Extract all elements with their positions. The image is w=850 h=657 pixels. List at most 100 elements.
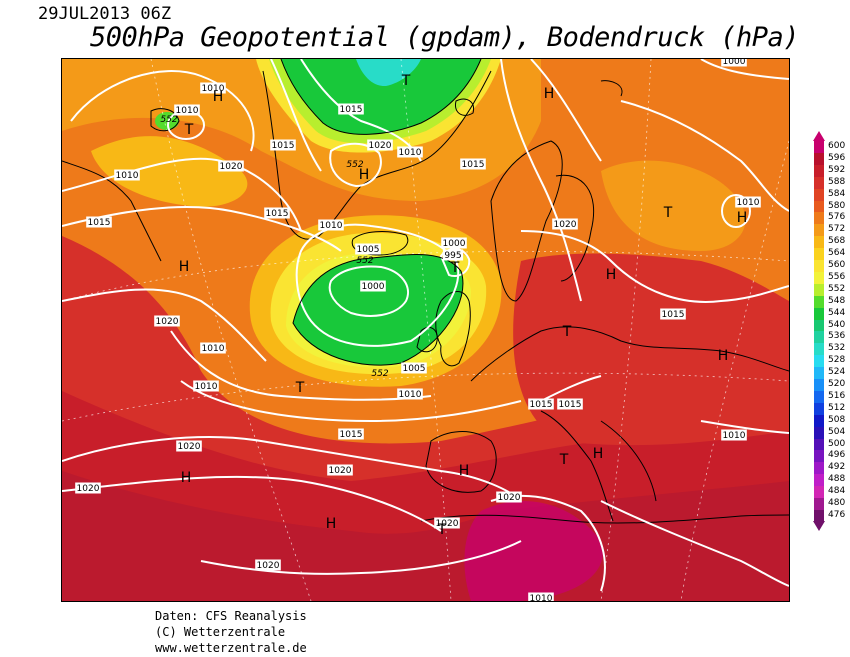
legend-value: 592 <box>828 164 846 175</box>
legend-swatch <box>814 450 824 463</box>
legend-value: 492 <box>828 462 846 473</box>
isobar-label-bg <box>557 398 583 410</box>
isobar-label: 1015 <box>340 430 363 440</box>
legend-value: 552 <box>828 283 846 294</box>
isobar-label-bg <box>255 559 281 571</box>
legend-swatch <box>814 498 824 510</box>
isobar-label-bg <box>174 104 200 116</box>
isobar-label: 1020 <box>369 141 392 151</box>
legend-arrows <box>813 131 825 531</box>
legend-swatch <box>814 438 824 451</box>
isobar-label-bg <box>318 219 344 231</box>
legend-swatch <box>814 152 824 165</box>
isobar-label: 1020 <box>77 484 100 494</box>
coastlines <box>62 70 789 524</box>
legend-swatch <box>814 367 824 380</box>
height-label: 552 <box>160 115 177 125</box>
legend-swatch <box>814 283 824 296</box>
pressure-center: H <box>606 267 617 283</box>
legend-swatch <box>814 188 824 201</box>
isobar-label-bg <box>75 482 101 494</box>
legend-value: 504 <box>828 426 846 437</box>
isobar-label-bg <box>552 218 578 230</box>
legend-value: 520 <box>828 379 846 389</box>
legend-swatch <box>814 355 824 368</box>
chart-title: 500hPa Geopotential (gpdam), Bodendruck … <box>90 22 800 53</box>
legend-swatch <box>814 260 824 272</box>
isobar-label-bg <box>338 103 364 115</box>
legend-value: 540 <box>828 319 846 330</box>
isobar-label: 1020 <box>554 220 577 230</box>
isobar-label-bg <box>434 517 460 529</box>
legend-value: 564 <box>828 248 846 259</box>
isobar-label: 1010 <box>399 390 422 400</box>
legend-value: 536 <box>828 331 846 342</box>
isobar-label: 1015 <box>266 209 289 219</box>
legend-value: 584 <box>828 188 846 199</box>
isobar-label-bg <box>528 398 554 410</box>
isobar-label: 1005 <box>357 245 380 255</box>
isobar-label-bg <box>154 315 180 327</box>
pressure-center: T <box>295 380 305 396</box>
isobar-label-bg <box>176 440 202 452</box>
pressure-center: T <box>437 522 447 538</box>
isobar-label-bg <box>114 169 140 181</box>
legend-swatch <box>814 390 824 403</box>
isobar-label: 1020 <box>329 466 352 476</box>
height-label: 552 <box>356 256 373 266</box>
pressure-center: T <box>184 122 194 138</box>
isobar-label: 1010 <box>202 344 225 354</box>
pressure-center: T <box>562 324 572 340</box>
isobar-label-bg <box>193 380 219 392</box>
isobar-label-bg <box>218 160 244 172</box>
legend-value: 548 <box>828 295 846 306</box>
legend-swatch <box>814 295 824 308</box>
legend-swatch <box>814 164 824 177</box>
isobar-label: 1015 <box>462 160 485 170</box>
isobar-label: 1000 <box>362 282 385 292</box>
legend-swatch <box>814 271 824 284</box>
isobar-label: 1000 <box>443 239 466 249</box>
pressure-center: H <box>593 446 604 462</box>
legend-swatch <box>814 402 824 415</box>
isobar-label-bg <box>397 146 423 158</box>
isobar-label: 1020 <box>498 493 521 503</box>
weather-map: 1010 1010 1015 1015 1020 1010 1020 1015 1010 1015… <box>61 58 790 602</box>
pressure-center: T <box>401 73 411 89</box>
isobar-label: 1010 <box>723 431 746 441</box>
legend-value: 512 <box>828 402 846 413</box>
legend-value: 544 <box>828 307 846 318</box>
legend-swatch <box>814 343 824 356</box>
isobar-label: 1015 <box>559 400 582 410</box>
legend-value: 596 <box>828 152 846 163</box>
isobar-label-bg <box>401 362 427 374</box>
isobar-label: 1020 <box>178 442 201 452</box>
date-label: 29JUL2013 06Z <box>38 4 172 24</box>
isobar-label: 1015 <box>272 141 295 151</box>
legend-value: 588 <box>828 176 846 187</box>
isobar-label: 1020 <box>220 162 243 172</box>
legend-swatch <box>814 212 824 225</box>
legend-swatch <box>814 462 824 475</box>
legend-value: 500 <box>828 438 846 449</box>
isobar-label-bg <box>327 464 353 476</box>
pressure-centers: H T T H H T H H T H T H T H H T H H T <box>179 73 748 538</box>
isobar-label: 1010 <box>116 171 139 181</box>
isobar-label-bg <box>367 139 393 151</box>
isobar-label-bg <box>660 308 686 320</box>
credit-source: Daten: CFS Reanalysis <box>155 609 307 623</box>
isobar-label: 1015 <box>340 105 363 115</box>
pressure-center: T <box>663 205 673 221</box>
legend-swatch <box>814 236 824 249</box>
isobar-label: 1010 <box>176 106 199 116</box>
isobar-label: 1010 <box>399 148 422 158</box>
pressure-center: T <box>450 260 460 276</box>
isobar-label-bg <box>528 592 554 601</box>
height-label: 552 <box>371 369 388 379</box>
isobar-label-bg <box>496 491 522 503</box>
pressure-center: H <box>181 470 192 486</box>
legend-swatch <box>814 486 824 499</box>
legend-swatch <box>814 331 824 344</box>
isobar-label: 1010 <box>737 198 760 208</box>
isobar-label: 1010 <box>320 221 343 231</box>
